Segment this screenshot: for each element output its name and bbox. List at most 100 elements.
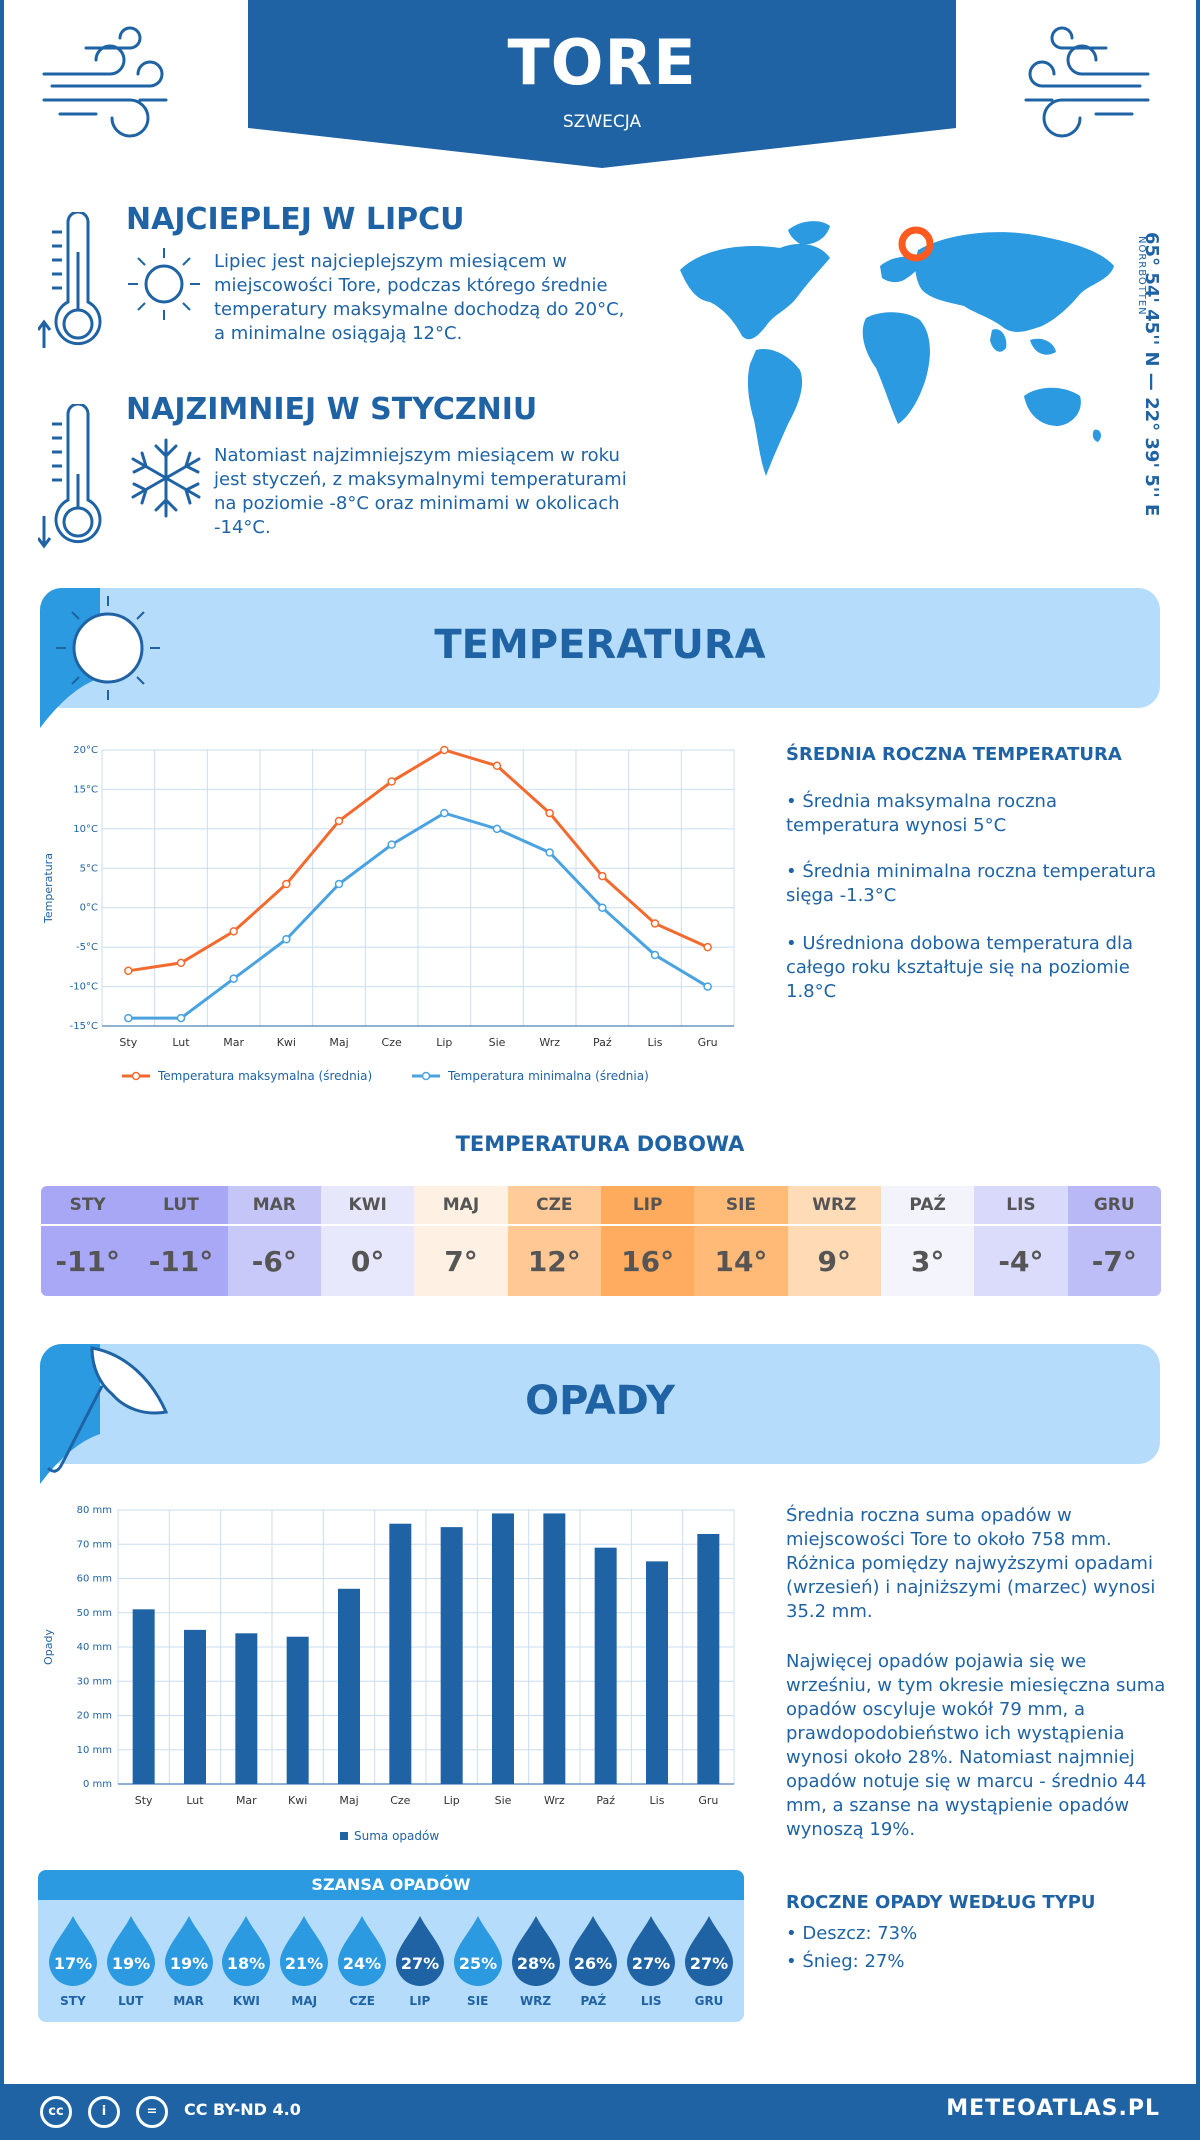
attribution-icon[interactable]: i	[88, 2096, 120, 2128]
daily-temp-month: MAR	[227, 1186, 321, 1224]
legend-marker	[131, 1071, 141, 1081]
chance-month: LIP	[409, 1994, 431, 2008]
site-link[interactable]: METEOATLAS.PL	[946, 2096, 1160, 2121]
precip-type-title: ROCZNE OPADY WEDŁUG TYPU	[786, 1892, 1096, 1913]
chance-value: 19%	[112, 1954, 150, 1973]
daily-temp-month: STY	[41, 1186, 135, 1224]
precip-type-rain: • Deszcz: 73%	[786, 1923, 918, 1944]
chance-month: WRZ	[519, 1994, 552, 2008]
data-point	[282, 879, 291, 889]
coordinates: 65° 54' 45'' N — 22° 39' 5'' E	[1141, 232, 1162, 517]
daily-temp-value: -11°	[41, 1224, 135, 1296]
data-point	[703, 942, 712, 952]
precip-type-snow: • Śnieg: 27%	[786, 1951, 905, 1972]
daily-temp-column: KWI 0°	[320, 1186, 415, 1296]
y-tick-label: 5°C	[80, 863, 98, 874]
daily-temperature-table: STY -11° LUT -11° MAR -6° KWI 0° MAJ 7° CZE 12° LIP 1…	[41, 1186, 1161, 1296]
license-label[interactable]: CC BY-ND 4.0	[184, 2100, 301, 2119]
data-point	[334, 816, 344, 826]
y-tick-label: 0 mm	[83, 1779, 112, 1790]
daily-temp-value: 3°	[880, 1224, 975, 1296]
chance-drop: 27% LIP	[391, 1914, 449, 2008]
legend-marker	[421, 1071, 431, 1081]
precipitation-chance-box: SZANSA OPADÓW 17% STY 19% LUT 19% MAR 18% KWI 21…	[38, 1870, 744, 2022]
data-point	[176, 1013, 186, 1023]
data-point	[545, 808, 554, 818]
y-tick-label: 40 mm	[77, 1642, 112, 1653]
daily-temp-month: WRZ	[787, 1186, 881, 1224]
legend-label: Temperatura maksymalna (średnia)	[157, 1069, 372, 1083]
temperature-chart: 20°C 15°C 10°C 5°C 0°C -5°C -10°C -15°C Sty Lut Ma…	[42, 745, 735, 1083]
precip-bar	[440, 1527, 463, 1784]
data-point	[282, 935, 291, 944]
x-tick-label: Cze	[390, 1794, 410, 1807]
daily-temp-value: -7°	[1067, 1224, 1161, 1296]
raindrop-icon: 27%	[685, 1916, 734, 1986]
x-tick-label: Lut	[186, 1794, 204, 1807]
chance-value: 28%	[516, 1954, 554, 1973]
data-point	[545, 848, 554, 857]
x-tick-label: Mar	[223, 1036, 244, 1049]
chance-month: MAR	[173, 1994, 204, 2008]
no-derivatives-icon[interactable]: =	[136, 2096, 168, 2128]
raindrop-icon: 27%	[627, 1916, 676, 1986]
chance-month: PAŹ	[580, 1994, 607, 2008]
chance-value: 24%	[343, 1954, 381, 1973]
temperature-side-title: ŚREDNIA ROCZNA TEMPERATURA	[786, 744, 1122, 765]
x-tick-label: Wrz	[539, 1036, 560, 1049]
chance-value: 17%	[54, 1954, 92, 1973]
raindrop-icon: 19%	[164, 1916, 213, 1986]
precipitation-text-2: Najwięcej opadów pojawia się we wrześniu…	[786, 1651, 1166, 1840]
raindrop-icon: 25%	[453, 1916, 502, 1986]
precip-bar	[338, 1588, 360, 1784]
daily-temp-month: CZE	[507, 1186, 601, 1224]
x-tick-label: Sty	[119, 1036, 137, 1049]
daily-temp-column: MAJ 7°	[414, 1186, 508, 1296]
sun-icon	[128, 248, 200, 320]
data-point	[124, 966, 133, 976]
umbrella-rain-icon	[40, 1344, 169, 1484]
y-tick-label: 80 mm	[77, 1505, 112, 1516]
chance-month: MAJ	[291, 1994, 318, 2008]
precip-bar	[594, 1547, 617, 1784]
series-line	[128, 748, 709, 973]
data-point	[387, 777, 396, 786]
y-tick-label: 20 mm	[77, 1711, 112, 1722]
x-tick-label: Kwi	[277, 1036, 296, 1049]
x-tick-label: Gru	[698, 1794, 718, 1807]
footer	[0, 2084, 1200, 2140]
chance-drop: 27% LIS	[622, 1914, 680, 2008]
y-axis-label: Temperatura	[42, 853, 55, 924]
daily-temp-column: PAŹ 3°	[880, 1186, 975, 1296]
chance-month: LUT	[118, 1994, 144, 2008]
temperature-bullet-min: • Średnia minimalna roczna temperatura s…	[786, 861, 1157, 906]
x-tick-label: Lut	[172, 1036, 190, 1049]
raindrop-shape	[222, 1916, 271, 1986]
chance-month: LIS	[640, 1994, 662, 2008]
y-axis-label: Opady	[42, 1629, 55, 1665]
daily-temp-month: MAJ	[414, 1186, 508, 1224]
daily-temp-column: LUT -11°	[134, 1186, 228, 1296]
chance-value: 27%	[690, 1954, 728, 1973]
daily-temp-column: CZE 12°	[507, 1186, 601, 1296]
precipitation-chance-title: SZANSA OPADÓW	[38, 1870, 744, 1900]
precipitation-title: OPADY	[525, 1378, 675, 1424]
daily-temp-month: GRU	[1067, 1186, 1161, 1224]
data-point	[598, 903, 607, 912]
data-point	[334, 879, 344, 889]
cc-icon[interactable]: cc	[40, 2096, 72, 2128]
thermometer-cold-icon	[38, 404, 102, 549]
daily-temp-column: LIS -4°	[974, 1186, 1068, 1296]
x-tick-label: Lis	[650, 1794, 665, 1807]
region-name: NORRBOTTEN	[1136, 236, 1147, 316]
daily-temp-value: 14°	[694, 1224, 788, 1296]
x-tick-label: Sie	[489, 1036, 506, 1049]
precipitation-text-1: Średnia roczna suma opadów w miejscowośc…	[786, 1505, 1156, 1622]
precip-bar	[492, 1513, 514, 1784]
raindrop-shape	[569, 1916, 618, 1986]
chance-value: 18%	[227, 1954, 265, 1973]
precip-bar	[184, 1629, 206, 1784]
daily-temp-month: PAŹ	[880, 1186, 975, 1224]
x-tick-label: Kwi	[288, 1794, 307, 1807]
chance-drop: 19% MAR	[160, 1914, 218, 2008]
